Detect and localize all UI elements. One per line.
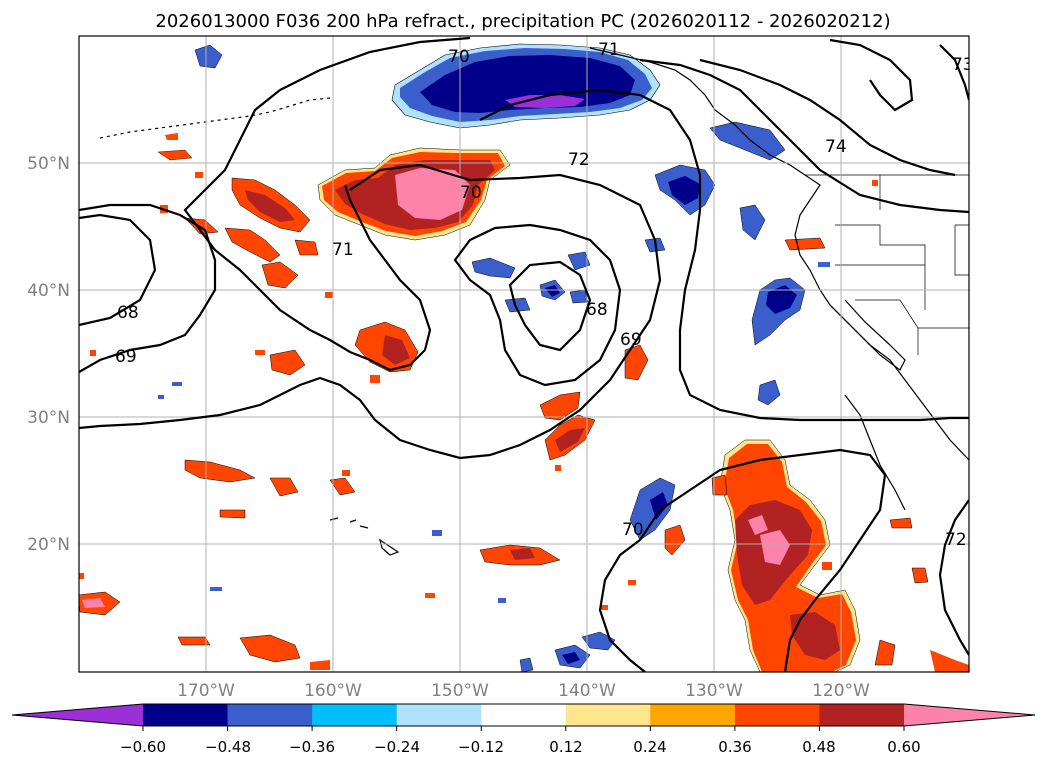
- colorbar-segments: [11, 703, 1036, 731]
- contour-label: 71: [598, 40, 620, 60]
- colorbar-segment: [819, 704, 905, 726]
- colorbar: −0.60 −0.48 −0.36 −0.24 −0.12 0.12 0.24 …: [11, 703, 1036, 756]
- lat-label: 30°N: [27, 408, 70, 428]
- colorbar-tick-label: 0.36: [718, 738, 751, 756]
- lon-label: 160°W: [304, 681, 362, 701]
- contour-labels: 70 71 72 74 73 70 71 68 69 68 69 70 72: [115, 40, 974, 550]
- contour-label: 72: [945, 530, 967, 550]
- gridlines: [79, 36, 969, 672]
- colorbar-extend-max: [904, 704, 1035, 726]
- colorbar-tick-label: −0.48: [205, 738, 251, 756]
- colorbar-segment: [734, 704, 820, 726]
- colorbar-segment: [396, 704, 482, 726]
- colorbar-segment: [227, 704, 313, 726]
- colorbar-tick-label: −0.36: [289, 738, 335, 756]
- contour-label: 69: [115, 347, 137, 367]
- lat-label: 50°N: [27, 154, 70, 174]
- contour-label: 68: [117, 303, 139, 323]
- contour-label: 72: [568, 150, 590, 170]
- contour-label: 70: [622, 520, 644, 540]
- longitude-labels: 170°W 160°W 150°W 140°W 130°W 120°W: [177, 681, 870, 701]
- colorbar-segment: [312, 704, 398, 726]
- coastlines: [99, 47, 969, 556]
- colorbar-segment: [143, 704, 229, 726]
- colorbar-tick-label: −0.60: [120, 738, 166, 756]
- colorbar-ticks: −0.60 −0.48 −0.36 −0.24 −0.12 0.12 0.24 …: [120, 738, 921, 756]
- lon-label: 120°W: [812, 681, 870, 701]
- colorbar-segment: [565, 704, 651, 726]
- colorbar-tick-label: 0.24: [633, 738, 666, 756]
- colorbar-extend-min: [12, 704, 143, 726]
- contour-label: 74: [825, 137, 847, 157]
- contour-label: 73: [952, 55, 974, 75]
- map-frame: [78, 35, 970, 673]
- lon-label: 170°W: [177, 681, 235, 701]
- map-panel: 70 71 72 74 73 70 71 68 69 68 69 70 72: [79, 36, 974, 672]
- map-title: 2026013000 F036 200 hPa refract., precip…: [155, 11, 890, 32]
- contour-label: 68: [586, 300, 608, 320]
- contour-label: 71: [332, 240, 354, 260]
- lat-label: 20°N: [27, 535, 70, 555]
- precip-negative-shading: [158, 43, 830, 672]
- lat-label: 40°N: [27, 281, 70, 301]
- colorbar-segment: [650, 704, 736, 726]
- colorbar-tick-label: 0.12: [549, 738, 582, 756]
- precip-positive-shading: [79, 133, 969, 672]
- lon-label: 130°W: [685, 681, 743, 701]
- colorbar-tick-label: −0.12: [458, 738, 504, 756]
- refractivity-contours: [79, 36, 969, 672]
- contour-label: 69: [620, 330, 642, 350]
- contour-label: 70: [460, 183, 482, 203]
- contour-label: 70: [448, 47, 470, 67]
- colorbar-tick-label: −0.24: [374, 738, 420, 756]
- state-borders: [805, 174, 969, 355]
- lon-label: 150°W: [431, 681, 489, 701]
- colorbar-tick-label: 0.60: [887, 738, 920, 756]
- colorbar-segment: [481, 704, 567, 726]
- colorbar-tick-label: 0.48: [802, 738, 835, 756]
- latitude-labels: 50°N 40°N 30°N 20°N: [27, 154, 70, 555]
- lon-label: 140°W: [558, 681, 616, 701]
